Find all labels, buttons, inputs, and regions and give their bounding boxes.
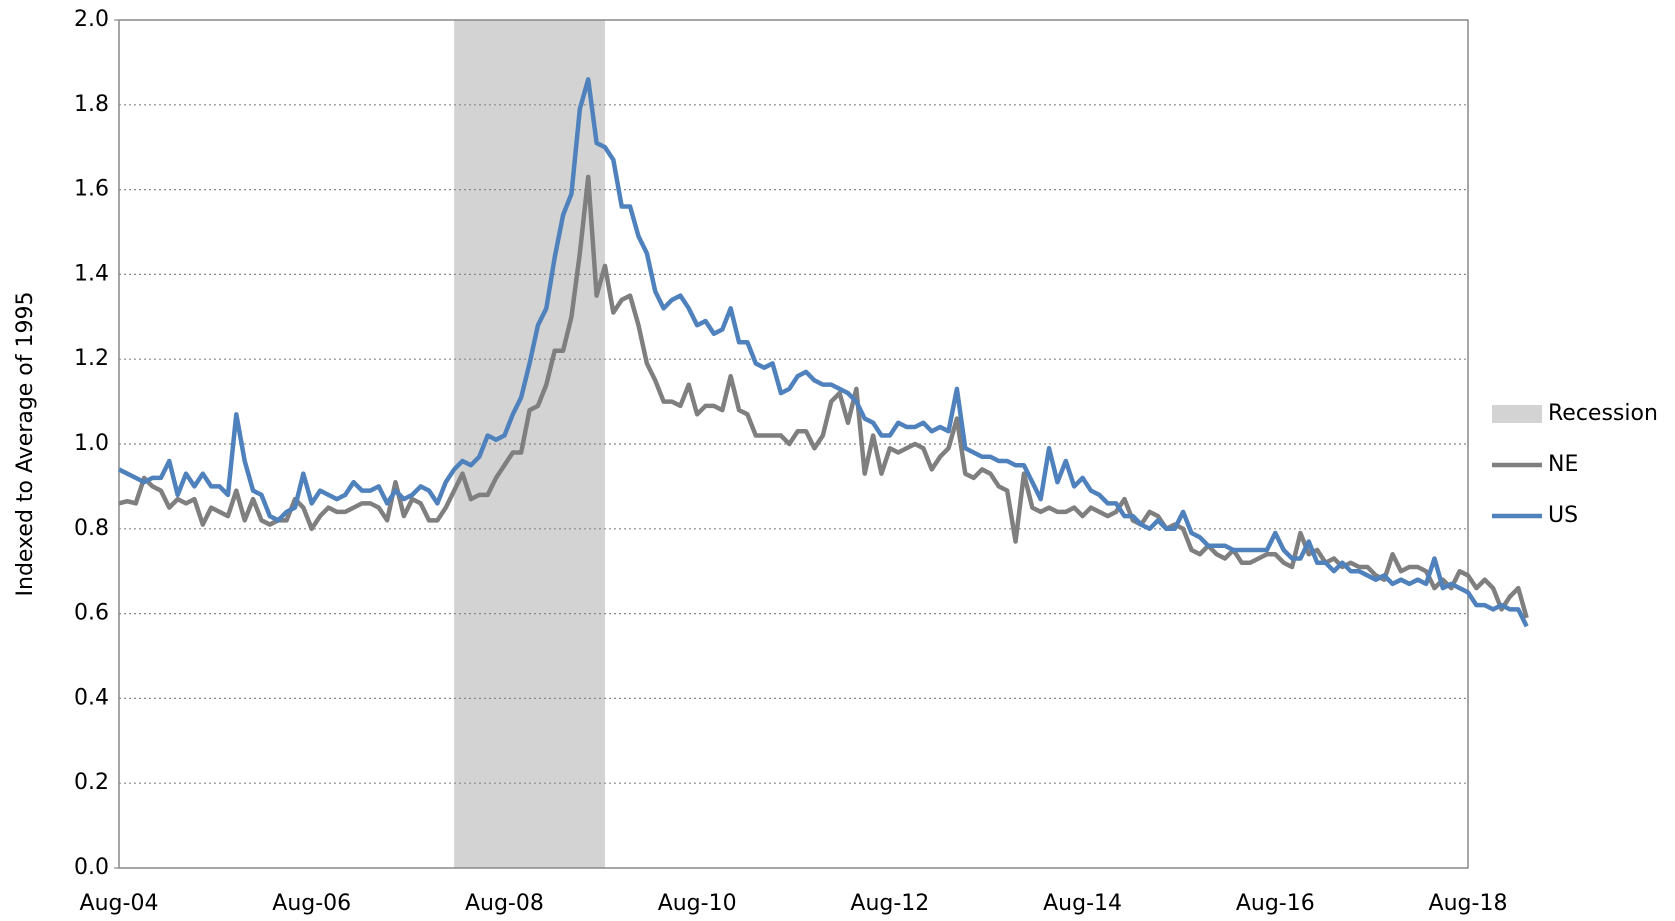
x-tick-label: Aug-16 <box>1236 891 1315 916</box>
x-tick-label: Aug-04 <box>80 891 159 916</box>
y-tick-label: 1.4 <box>74 261 109 286</box>
series-line <box>117 77 1529 628</box>
y-tick-label: 1.0 <box>74 431 109 456</box>
x-tick-label: Aug-18 <box>1429 891 1508 916</box>
x-tick-label: Aug-06 <box>272 891 351 916</box>
y-tick-label: 1.2 <box>74 346 109 371</box>
y-tick-label: 0.6 <box>74 601 109 626</box>
y-tick-label: 2.0 <box>74 7 109 32</box>
legend-label: Recession <box>1548 401 1658 426</box>
legend-label: NE <box>1548 452 1578 477</box>
y-tick-label: 0.4 <box>74 685 109 710</box>
y-tick-label: 1.8 <box>74 92 109 117</box>
y-axis-label: Indexed to Average of 1995 <box>13 292 38 597</box>
y-tick-label: 0.2 <box>74 770 109 795</box>
series-line <box>118 174 1529 619</box>
x-tick-label: Aug-14 <box>1043 891 1122 916</box>
x-tick-label: Aug-10 <box>658 891 737 916</box>
x-tick-label: Aug-08 <box>465 891 544 916</box>
plot-frame <box>118 19 1469 869</box>
y-tick-label: 1.6 <box>74 177 109 202</box>
legend-label: US <box>1548 503 1578 528</box>
legend-swatch <box>1492 405 1542 423</box>
y-tick-label: 0.8 <box>74 516 109 541</box>
y-tick-label: 0.0 <box>74 855 109 880</box>
x-tick-label: Aug-12 <box>850 891 929 916</box>
